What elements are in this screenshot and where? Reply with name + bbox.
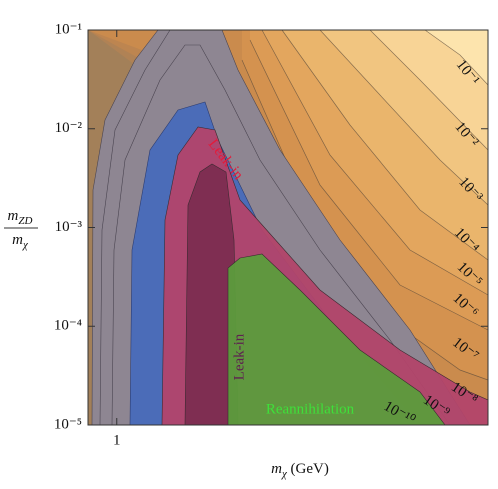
- y-label-denominator: mχ: [12, 232, 29, 250]
- x-axis-label: mχ (GeV): [271, 461, 329, 479]
- y-tick-label: 10⁻⁵: [54, 416, 82, 432]
- contour-line: [424, 29, 489, 86]
- y-label-den-symbol: m: [12, 232, 23, 248]
- y-tick-label: 10⁻³: [55, 219, 83, 235]
- x-label-unit: (GeV): [287, 461, 329, 477]
- plot-area: [88, 29, 489, 426]
- y-tick-label: 10⁻²: [55, 120, 83, 136]
- contour-line: [99, 29, 171, 426]
- contour-line: [369, 29, 489, 151]
- y-tick-label: 10⁻¹: [55, 21, 82, 37]
- region-label: Leak-in: [231, 333, 247, 380]
- contour-line: [249, 39, 489, 331]
- y-label-numerator: mZD: [8, 208, 33, 226]
- y-label-den-sub: χ: [22, 239, 29, 251]
- region-label: Reannihilation: [266, 401, 355, 417]
- contour-line: [281, 29, 489, 261]
- x-label-symbol: m: [271, 461, 282, 477]
- x-label-sub: χ: [281, 468, 288, 480]
- contour-line: [111, 44, 451, 426]
- y-label-num-sub: ZD: [18, 215, 32, 227]
- x-tick-label: 1: [113, 432, 121, 448]
- y-label-num-symbol: m: [8, 208, 19, 224]
- y-tick-label: 10⁻⁴: [54, 318, 82, 334]
- contour-line: [261, 29, 489, 296]
- contour-line: [319, 29, 489, 206]
- region-fill: [227, 253, 446, 426]
